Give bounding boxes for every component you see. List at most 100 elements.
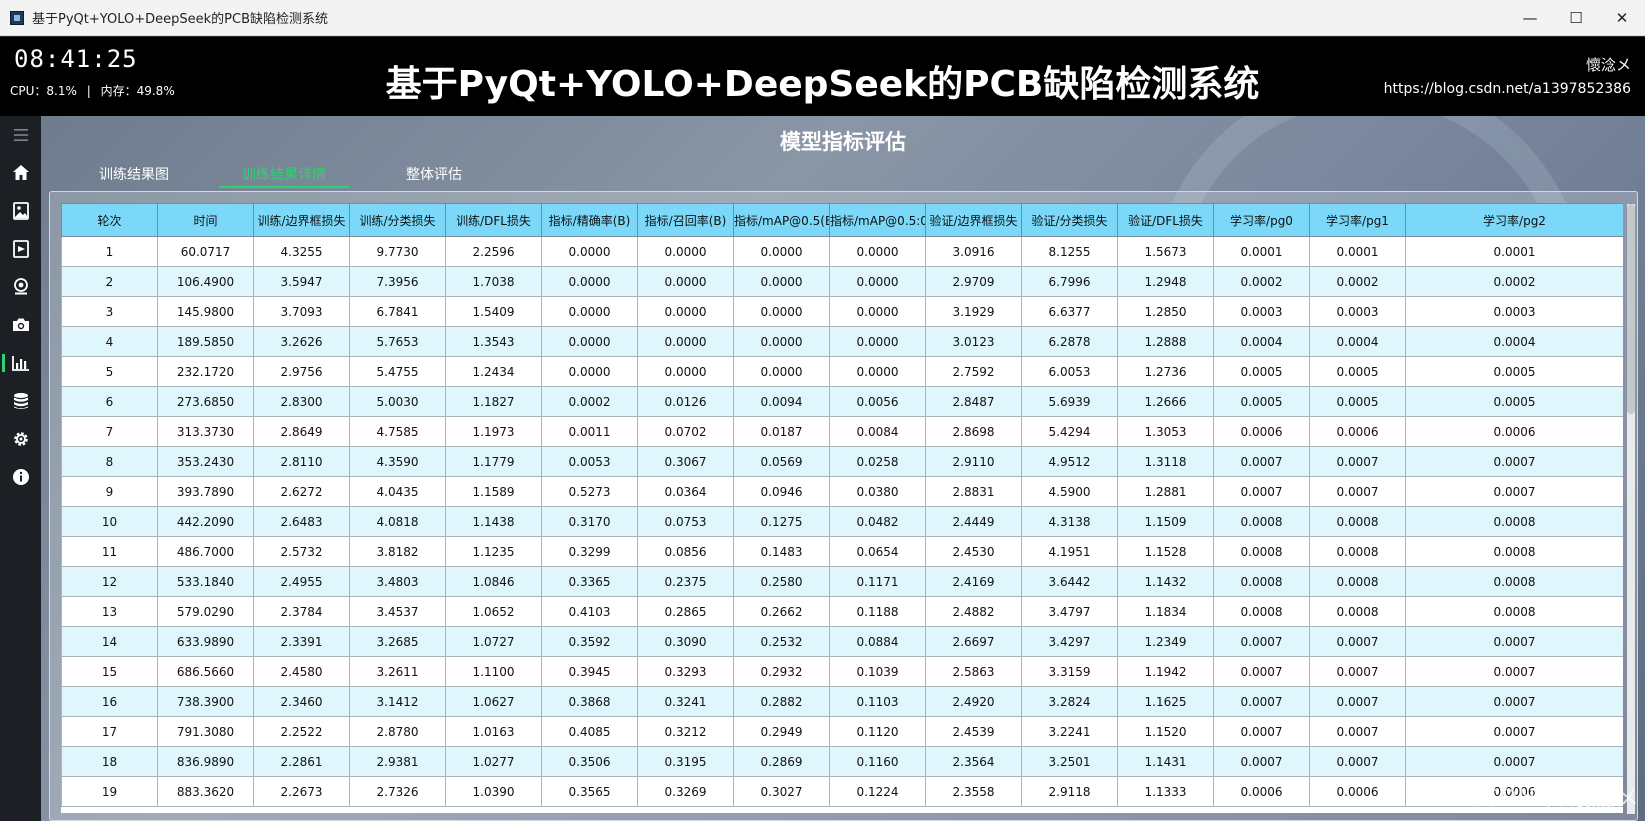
maximize-button[interactable]: ☐: [1569, 9, 1583, 27]
column-header[interactable]: 指标/精确率(B): [541, 203, 638, 237]
table-row[interactable]: 12 533.1840 2.4955 3.4803 1.0846 0.3365 0.2375…: [61, 566, 1623, 597]
table-row[interactable]: 9 393.7890 2.6272 4.0435 1.1589 0.5273 0.0364 0…: [61, 476, 1623, 507]
table-cell: 0.0946: [733, 476, 830, 507]
table-cell: 4.0818: [349, 506, 446, 537]
table-cell: 1.1834: [1117, 596, 1214, 627]
table-cell: 0.3269: [637, 776, 734, 807]
column-header[interactable]: 训练/分类损失: [349, 203, 446, 237]
column-header[interactable]: 训练/DFL损失: [445, 203, 542, 237]
sidebar-item-image-detect[interactable]: [0, 192, 41, 230]
column-header[interactable]: 学习率/pg1: [1309, 203, 1406, 237]
table-cell: 0.0004: [1405, 326, 1623, 357]
table-row[interactable]: 5 232.1720 2.9756 5.4755 1.2434 0.0000 0.0000 0…: [61, 356, 1623, 387]
sidebar-item-camera[interactable]: [0, 306, 41, 344]
sidebar-item-metrics[interactable]: [0, 344, 41, 382]
column-header[interactable]: 学习率/pg0: [1213, 203, 1310, 237]
table-cell: 4.3590: [349, 446, 446, 477]
table-cell: 2.6697: [925, 626, 1022, 657]
column-header[interactable]: 轮次: [61, 203, 158, 237]
table-cell: 2.5732: [253, 536, 350, 567]
table-row[interactable]: 14 633.9890 2.3391 3.2685 1.0727 0.3592 0.3090…: [61, 626, 1623, 657]
table-cell: 1.1235: [445, 536, 542, 567]
table-cell: 2.3564: [925, 746, 1022, 777]
table-cell: 1.7038: [445, 266, 542, 297]
column-header[interactable]: 验证/边界框损失: [925, 203, 1022, 237]
table-cell: 0.0008: [1213, 596, 1310, 627]
sidebar-item-about[interactable]: [0, 458, 41, 496]
table-row[interactable]: 4 189.5850 3.2626 5.7653 1.3543 0.0000 0.0000 0…: [61, 326, 1623, 357]
table-row[interactable]: 10 442.2090 2.6483 4.0818 1.1438 0.3170 0.0753…: [61, 506, 1623, 537]
table-cell: 0.0007: [1405, 476, 1623, 507]
table-cell: 0.3293: [637, 656, 734, 687]
table-cell: 2.6483: [253, 506, 350, 537]
table-row[interactable]: 16 738.3900 2.3460 3.1412 1.0627 0.3868 0.3241…: [61, 686, 1623, 717]
sidebar-item-video-detect[interactable]: [0, 230, 41, 268]
table-cell: 0.0007: [1213, 716, 1310, 747]
blog-link[interactable]: https://blog.csdn.net/a1397852386: [1383, 81, 1631, 97]
table-row[interactable]: 3 145.9800 3.7093 6.7841 1.5409 0.0000 0.0000 0…: [61, 296, 1623, 327]
table-cell: 0.2949: [733, 716, 830, 747]
table-row[interactable]: 11 486.7000 2.5732 3.8182 1.1235 0.3299 0.0856…: [61, 536, 1623, 567]
table-cell: 2.9381: [349, 746, 446, 777]
table-cell: 5.0030: [349, 386, 446, 417]
table-cell: 0.2662: [733, 596, 830, 627]
table-row[interactable]: 7 313.3730 2.8649 4.7585 1.1973 0.0011 0.0702 0…: [61, 416, 1623, 447]
table-cell: 4.0435: [349, 476, 446, 507]
table-cell: 0.3241: [637, 686, 734, 717]
table-cell: 0.0008: [1405, 596, 1623, 627]
column-header[interactable]: 时间: [157, 203, 254, 237]
table-cell: 0.0005: [1309, 386, 1406, 417]
vertical-scrollbar[interactable]: [1627, 204, 1635, 814]
sidebar-item-settings[interactable]: [0, 420, 41, 458]
column-header[interactable]: 验证/DFL损失: [1117, 203, 1214, 237]
column-header[interactable]: 指标/mAP@0.5(B): [733, 203, 830, 237]
table-row[interactable]: 1 60.0717 4.3255 9.7730 2.2596 0.0000 0.0000 0.…: [61, 236, 1623, 267]
column-header[interactable]: 指标/召回率(B): [637, 203, 734, 237]
table-cell: 0.2375: [637, 566, 734, 597]
tab-bar: 训练结果图 训练结果详情 整体评估: [59, 156, 509, 188]
column-header[interactable]: 训练/边界框损失: [253, 203, 350, 237]
table-cell: 0.0000: [829, 266, 926, 297]
table-cell: 791.3080: [157, 716, 254, 747]
results-table[interactable]: 轮次 时间 训练/边界框损失 训练/分类损失 训练/DFL损失 指标/精确率(B) 指标/召…: [61, 203, 1623, 813]
scroll-thumb[interactable]: [1627, 204, 1635, 414]
tab-training-details[interactable]: 训练结果详情: [209, 156, 359, 188]
table-row[interactable]: 19 883.3620 2.2673 2.7326 1.0390 0.3565 0.3269…: [61, 776, 1623, 807]
table-row[interactable]: 6 273.6850 2.8300 5.0030 1.1827 0.0002 0.0126 0…: [61, 386, 1623, 417]
app-title: 基于PyQt+YOLO+DeepSeek的PCB缺陷检测系统: [385, 64, 1260, 105]
table-cell: 5.4755: [349, 356, 446, 387]
table-row[interactable]: 13 579.0290 2.3784 3.4537 1.0652 0.4103 0.2865…: [61, 596, 1623, 627]
table-cell: 0.0053: [541, 446, 638, 477]
column-header[interactable]: 学习率/pg2: [1405, 203, 1623, 237]
table-cell: 0.4085: [541, 716, 638, 747]
table-cell: 0.0000: [733, 266, 830, 297]
sidebar-item-webcam[interactable]: [0, 268, 41, 306]
sidebar-item-database[interactable]: [0, 382, 41, 420]
close-button[interactable]: ✕: [1615, 9, 1629, 27]
table-row[interactable]: 8 353.2430 2.8110 4.3590 1.1779 0.0053 0.3067 0…: [61, 446, 1623, 477]
table-row[interactable]: 18 836.9890 2.2861 2.9381 1.0277 0.3506 0.3195…: [61, 746, 1623, 777]
column-header[interactable]: 验证/分类损失: [1021, 203, 1118, 237]
table-cell: 2.7592: [925, 356, 1022, 387]
table-cell: 273.6850: [157, 386, 254, 417]
table-cell: 1.1942: [1117, 656, 1214, 687]
sidebar-item-home[interactable]: [0, 154, 41, 192]
system-stats: CPU：8.1% | 内存：49.8%: [10, 82, 181, 99]
table-row[interactable]: 15 686.5660 2.4580 3.2611 1.1100 0.3945 0.3293…: [61, 656, 1623, 687]
table-cell: 0.0000: [733, 296, 830, 327]
tab-overall-evaluation[interactable]: 整体评估: [406, 167, 462, 183]
tab-training-charts[interactable]: 训练结果图: [99, 167, 169, 183]
minimize-button[interactable]: —: [1522, 9, 1538, 27]
table-cell: 2.3784: [253, 596, 350, 627]
table-cell: 1.0163: [445, 716, 542, 747]
memory-usage: 内存：49.8%: [100, 84, 175, 98]
table-cell: 0.0056: [829, 386, 926, 417]
table-row[interactable]: 2 106.4900 3.5947 7.3956 1.7038 0.0000 0.0000 0…: [61, 266, 1623, 297]
table-cell: 0.0005: [1405, 356, 1623, 387]
column-header[interactable]: 指标/mAP@0.5:0.95: [829, 203, 926, 237]
sidebar-item-menu[interactable]: [0, 116, 41, 154]
table-cell: 2.3460: [253, 686, 350, 717]
table-cell: 1.3543: [445, 326, 542, 357]
table-row[interactable]: 17 791.3080 2.2522 2.8780 1.0163 0.4085 0.3212…: [61, 716, 1623, 747]
table-cell: 0.0007: [1405, 626, 1623, 657]
